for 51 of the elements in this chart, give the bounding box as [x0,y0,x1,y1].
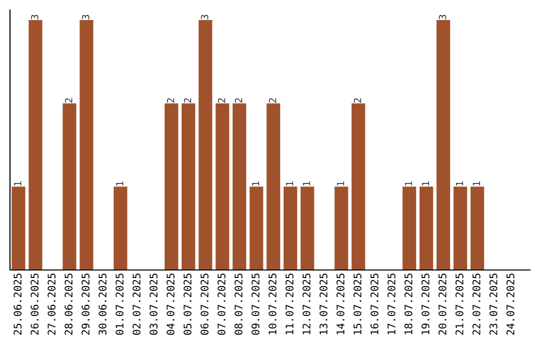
data-label: 2 [354,98,362,103]
x-tick-label: 08.07.2025 [234,274,242,335]
data-label: 2 [64,98,72,103]
x-tick-label: 17.07.2025 [388,274,396,334]
data-label: 1 [252,181,260,186]
data-label: 3 [438,14,446,20]
data-label: 1 [336,181,344,186]
x-tick-label: 07.07.2025 [218,274,226,335]
x-tick-label: 28.06.2025 [64,274,73,335]
data-label: 2 [166,98,174,103]
x-tick-label: 09.07.2025 [252,274,260,335]
data-label: 1 [116,181,124,186]
x-tick-label: 21.07.2025 [456,274,464,335]
data-label: 1 [472,181,480,186]
x-tick-label: 16.07.2025 [370,274,378,334]
x-tick-label: 25.06.2025 [14,274,22,335]
data-label: 2 [234,98,242,103]
x-tick-label: 04.07.2025 [166,274,174,335]
data-label: 2 [268,98,276,103]
data-label: 3 [200,14,208,20]
x-tick-label: 24.07.2025 [506,274,514,335]
x-tick-label: 11.07.2025 [286,274,294,334]
x-tick-label: 01.07.2025 [116,274,124,335]
data-label: 3 [82,14,90,20]
data-label: 1 [286,181,294,186]
x-tick-label: 06.07.2025 [200,274,208,335]
x-tick-label: 26.06.2025 [30,274,39,335]
x-tick-label: 18.07.2025 [404,274,412,334]
x-tick-label: 02.07.2025 [132,274,140,335]
data-label: 2 [218,98,226,103]
x-tick-label: 05.07.2025 [184,274,192,335]
x-tick-label: 30.06.2025 [98,274,107,335]
x-tick-label: 22.07.2025 [472,274,480,335]
x-tick-label: 10.07.2025 [268,274,276,334]
x-tick-label: 15.07.2025 [354,274,362,334]
x-tick-label: 12.07.2025 [302,274,310,334]
x-tick-label: 14.07.2025 [336,274,344,334]
x-tick-label: 23.07.2025 [489,274,498,335]
x-tick-label: 13.07.2025 [320,274,328,334]
x-tick-label: 19.07.2025 [422,274,430,334]
data-label: 1 [404,181,412,186]
data-label: 2 [184,98,192,103]
data-label: 1 [303,181,310,186]
data-label: 1 [422,181,430,186]
x-tick-label: 03.07.2025 [150,274,158,335]
data-label: 1 [14,181,22,186]
x-tick-label: 20.07.2025 [438,274,446,335]
x-tick-label: 27.06.2025 [48,274,56,335]
data-label: 3 [30,14,38,20]
x-tick-label: 29.06.2025 [82,274,90,335]
data-label: 1 [456,181,464,186]
